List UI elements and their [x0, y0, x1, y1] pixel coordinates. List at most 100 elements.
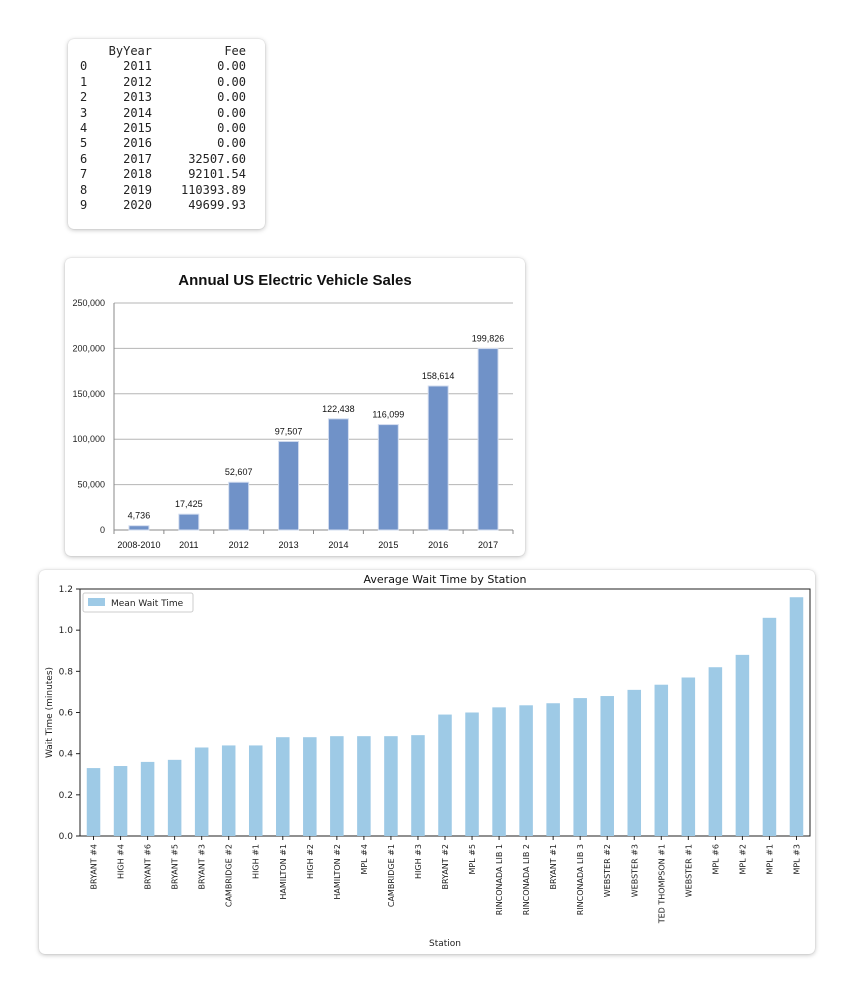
- dataframe-index: 6: [80, 151, 88, 166]
- x-tick-label: 2014: [328, 540, 348, 550]
- y-axis-label: Wait Time (minutes): [45, 667, 55, 758]
- y-tick-label: 50,000: [77, 480, 105, 490]
- dataframe-byyear: 2012: [123, 74, 152, 89]
- bar: [113, 766, 128, 836]
- dataframe-fee: 0.00: [217, 59, 246, 74]
- dataframe-byyear: 2019: [123, 182, 152, 197]
- dataframe-fee: 0.00: [217, 90, 246, 105]
- bar: [492, 707, 506, 836]
- bar: [194, 747, 209, 836]
- legend: Mean Wait Time: [82, 592, 194, 613]
- data-label: 4,736: [128, 511, 151, 521]
- dataframe-fee: 110393.89: [180, 182, 246, 197]
- bar: [167, 759, 182, 836]
- y-tick-label: 0: [100, 525, 105, 535]
- x-tick-label: 2011: [179, 540, 198, 550]
- x-tick-label: RINCONADA LIB 1: [495, 844, 504, 915]
- legend-swatch: [88, 598, 105, 606]
- wait-time-chart-card: Average Wait Time by Station 0.0 0.2 0.4 0.6…: [39, 570, 815, 954]
- bar: [327, 418, 349, 531]
- data-label: 97,507: [275, 426, 303, 436]
- ev-sales-chart: Annual US Electric Vehicle Sales 0 50,000 1…: [72, 272, 514, 550]
- bar: [221, 745, 236, 836]
- bar: [377, 424, 399, 531]
- dataframe-row: 8 2019 110393.89: [80, 183, 246, 198]
- bar: [438, 714, 452, 836]
- x-tick-label: HAMILTON #1: [279, 844, 288, 900]
- bar: [178, 513, 200, 531]
- dataframe-row: 4 2015 0.00: [80, 121, 246, 136]
- x-tick-label: MPL #3: [792, 844, 801, 875]
- dataframe-byyear: 2017: [123, 151, 152, 166]
- bar: [477, 348, 499, 531]
- dataframe-fee: 0.00: [217, 136, 246, 151]
- bar: [303, 737, 317, 836]
- x-tick-label: BRYANT #4: [90, 844, 99, 889]
- dataframe-fee: 0.00: [217, 120, 246, 135]
- y-tick-label: 150,000: [72, 389, 105, 399]
- data-label: 52,607: [225, 467, 253, 477]
- bar: [86, 768, 101, 836]
- y-tick-label: 0.0: [59, 832, 74, 842]
- dataframe-row: 9 2020 49699.93: [80, 198, 246, 213]
- x-tick-label: 2016: [428, 540, 448, 550]
- bar: [228, 481, 250, 531]
- dataframe-row: 6 2017 32507.60: [80, 152, 246, 167]
- x-tick-label: 2012: [229, 540, 249, 550]
- y-tick-label: 0.8: [59, 667, 74, 677]
- chart-title: Annual US Electric Vehicle Sales: [178, 272, 411, 289]
- x-tick-label: RINCONADA LIB 2: [522, 844, 531, 915]
- bar: [681, 677, 696, 836]
- x-tick-label: BRYANT #1: [549, 844, 558, 889]
- bar: [519, 705, 533, 836]
- bar: [600, 696, 614, 836]
- data-label: 17,425: [175, 499, 203, 509]
- dataframe-byyear: 2015: [123, 120, 152, 135]
- dataframe-byyear: 2020: [123, 197, 152, 212]
- dataframe-row: 2 2013 0.00: [80, 90, 246, 105]
- y-tick-label: 0.4: [59, 750, 74, 760]
- dataframe-row: 7 2018 92101.54: [80, 167, 246, 182]
- dataframe-index: 2: [80, 90, 88, 105]
- bar: [546, 703, 560, 836]
- dataframe-fee: 92101.54: [188, 167, 246, 182]
- dataframe-row: 0 2011 0.00: [80, 59, 246, 74]
- x-tick-label: CAMBRIDGE #2: [225, 844, 234, 907]
- x-tick-label: MPL #2: [738, 844, 747, 875]
- x-tick-label: 2013: [279, 540, 299, 550]
- y-tick-label: 100,000: [72, 434, 105, 444]
- y-tick-label: 0.6: [59, 709, 74, 719]
- dataframe-header-row: ByYear Fee: [80, 44, 246, 59]
- bar: [789, 597, 804, 836]
- bar: [276, 737, 290, 836]
- bar: [384, 736, 398, 836]
- y-tick-label: 1.0: [59, 626, 74, 636]
- x-tick-label: BRYANT #5: [171, 844, 180, 889]
- bar: [128, 525, 150, 531]
- bar: [278, 440, 300, 531]
- dataframe-byyear: 2016: [123, 136, 152, 151]
- dataframe-fee: 0.00: [217, 105, 246, 120]
- bar: [708, 667, 723, 836]
- dataframe-row: 1 2012 0.00: [80, 75, 246, 90]
- dataframe-row: 3 2014 0.00: [80, 106, 246, 121]
- x-tick-label: 2017: [478, 540, 498, 550]
- dataframe-column-header: Fee: [224, 44, 246, 58]
- x-tick-label: CAMBRIDGE #1: [387, 844, 396, 907]
- dataframe-index: 0: [80, 59, 88, 74]
- x-tick-label: BRYANT #3: [198, 844, 207, 889]
- dataframe-fee: 32507.60: [188, 151, 246, 166]
- x-tick-label: HIGH #1: [252, 844, 261, 879]
- x-tick-label: MPL #5: [468, 844, 477, 875]
- x-tick-label: MPL #4: [360, 844, 369, 875]
- data-label: 199,826: [472, 334, 505, 344]
- x-tick-label: WEBSTER #3: [630, 844, 639, 897]
- legend-box: [82, 592, 194, 613]
- dataframe-index: 8: [80, 182, 88, 197]
- dataframe-index: 9: [80, 197, 88, 212]
- bar: [573, 698, 587, 836]
- x-tick-label: 2015: [378, 540, 398, 550]
- data-label: 122,438: [322, 404, 355, 414]
- dataframe-fee: 49699.93: [188, 197, 246, 212]
- x-axis-label: Station: [429, 939, 461, 949]
